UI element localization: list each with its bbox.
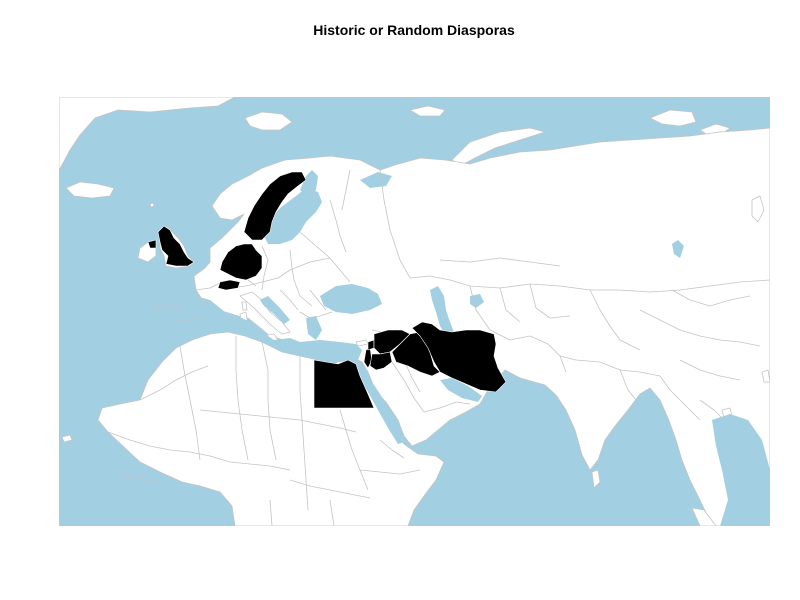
madeira-canary bbox=[61, 434, 73, 443]
country-iraq bbox=[391, 331, 441, 377]
country-northern-ireland bbox=[147, 239, 157, 249]
faroe bbox=[149, 202, 155, 208]
bay-of-bengal bbox=[606, 410, 662, 500]
sri-lanka bbox=[591, 469, 601, 489]
highlighted-countries bbox=[147, 171, 507, 409]
persian-gulf bbox=[440, 378, 482, 402]
map-frame bbox=[59, 97, 770, 526]
country-iran bbox=[411, 321, 507, 393]
south-china-sea bbox=[712, 414, 770, 526]
caspian-sea bbox=[430, 286, 454, 336]
white-sea bbox=[360, 172, 392, 188]
corsica bbox=[241, 301, 248, 311]
inland-water bbox=[186, 170, 770, 526]
black-sea bbox=[320, 284, 382, 314]
novaya-zemlya bbox=[451, 127, 546, 167]
country-egypt bbox=[313, 359, 375, 409]
adriatic-sea bbox=[260, 296, 290, 324]
country-lebanon bbox=[367, 339, 375, 351]
aral-sea bbox=[470, 294, 484, 308]
sumatra bbox=[691, 507, 717, 526]
iceland bbox=[65, 181, 115, 199]
country-united-kingdom bbox=[157, 225, 195, 267]
japan bbox=[751, 195, 765, 223]
severnaya-zemlya bbox=[649, 109, 697, 127]
country-germany bbox=[219, 243, 263, 281]
greenland bbox=[59, 97, 236, 171]
country-jordan bbox=[369, 351, 393, 371]
svalbard bbox=[244, 111, 293, 131]
aegean-sea bbox=[306, 316, 322, 340]
country-borders bbox=[107, 169, 770, 526]
country-switzerland bbox=[217, 279, 241, 291]
taiwan bbox=[761, 369, 770, 383]
country-sweden bbox=[243, 171, 307, 241]
gulf-of-bothnia bbox=[300, 170, 318, 198]
red-sea bbox=[358, 368, 404, 444]
italy bbox=[239, 291, 291, 335]
lake-baikal bbox=[672, 240, 684, 258]
franz-josef-land bbox=[409, 105, 446, 117]
map-title: Historic or Random Diasporas bbox=[313, 22, 515, 38]
map-canvas bbox=[59, 97, 770, 526]
baltic-sea bbox=[262, 188, 322, 244]
mediterranean-sea bbox=[186, 296, 362, 362]
